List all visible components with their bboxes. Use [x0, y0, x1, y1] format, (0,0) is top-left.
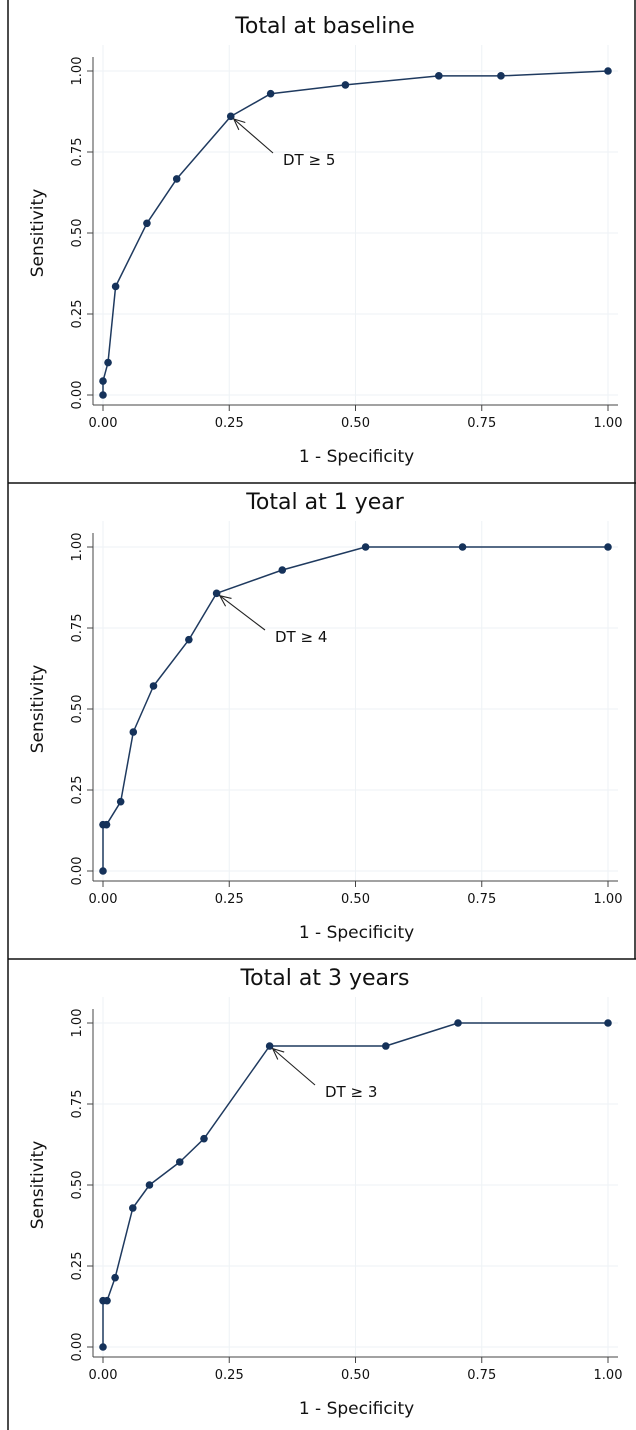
- annotation-arrowhead: [218, 594, 232, 607]
- y-tick-label: 0.25: [70, 1252, 85, 1281]
- x-tick-label: 0.50: [341, 892, 370, 907]
- y-tick-label: 0.00: [70, 1333, 85, 1362]
- x-tick-label: 0.00: [89, 416, 118, 431]
- y-tick-label: 0.00: [70, 381, 85, 410]
- data-point: [172, 175, 181, 183]
- data-point: [116, 797, 125, 806]
- data-point: [361, 543, 370, 551]
- data-point: [265, 1042, 274, 1050]
- data-point: [99, 1343, 107, 1351]
- data-point: [145, 1181, 154, 1189]
- data-point: [99, 377, 107, 385]
- y-tick-label: 1.00: [70, 533, 85, 562]
- data-point: [382, 1042, 390, 1050]
- data-point: [604, 1019, 612, 1027]
- chart-title: Total at 1 year: [245, 490, 405, 515]
- annotation-arrowhead: [232, 118, 246, 131]
- y-tick-label: 0.50: [70, 219, 85, 248]
- x-tick-label: 0.75: [467, 1368, 496, 1383]
- y-tick-label: 0.50: [70, 1171, 85, 1200]
- y-tick-label: 0.75: [70, 614, 85, 643]
- x-tick-label: 0.75: [467, 892, 496, 907]
- x-tick-label: 0.25: [215, 892, 244, 907]
- data-point: [102, 820, 111, 829]
- x-tick-label: 0.25: [215, 416, 244, 431]
- x-tick-label: 0.00: [89, 892, 118, 907]
- data-point: [104, 358, 112, 367]
- annotation-arrowhead: [271, 1047, 285, 1060]
- data-point: [103, 1296, 111, 1305]
- data-point: [604, 543, 612, 551]
- x-axis-label: 1 - Specificity: [299, 1399, 414, 1419]
- x-tick-label: 0.25: [215, 1368, 244, 1383]
- annotation-label: DT ≥ 4: [275, 628, 327, 646]
- data-point: [185, 635, 193, 644]
- plot-area: [91, 45, 618, 405]
- data-point: [266, 89, 275, 98]
- data-point: [175, 1158, 184, 1166]
- x-tick-label: 1.00: [594, 416, 623, 431]
- data-point: [497, 72, 505, 80]
- data-point: [226, 112, 235, 121]
- data-point: [111, 282, 120, 291]
- data-point: [111, 1273, 119, 1282]
- annotation-arrow: [219, 595, 266, 631]
- data-point: [604, 67, 612, 75]
- plot-area: [91, 521, 618, 881]
- roc-panel: Total at baseline 0.00 0.00 0.25 0.25 0.50 0.5…: [28, 14, 622, 467]
- y-tick-label: 0.25: [70, 776, 85, 805]
- data-point: [143, 219, 151, 228]
- x-tick-label: 0.00: [89, 1368, 118, 1383]
- y-axis-label: Sensitivity: [28, 1141, 48, 1230]
- data-point: [212, 589, 221, 598]
- y-axis-label: Sensitivity: [28, 665, 48, 754]
- annotation-label: DT ≥ 3: [325, 1083, 377, 1101]
- x-tick-label: 0.75: [467, 416, 496, 431]
- annotation-label: DT ≥ 5: [283, 151, 335, 169]
- y-tick-label: 1.00: [70, 1009, 85, 1038]
- y-tick-label: 0.75: [70, 138, 85, 167]
- data-point: [278, 566, 287, 574]
- data-point: [458, 543, 467, 551]
- data-point: [99, 391, 107, 399]
- chart-title: Total at baseline: [234, 14, 415, 39]
- x-axis-label: 1 - Specificity: [299, 447, 414, 467]
- x-axis-label: 1 - Specificity: [299, 923, 414, 943]
- data-point: [200, 1134, 208, 1143]
- y-axis-label: Sensitivity: [28, 189, 48, 278]
- data-point: [149, 682, 158, 690]
- roc-panel: Total at 1 year 0.00 0.00 0.25 0.25 0.50 0.50 0…: [28, 490, 622, 943]
- plot-area: [91, 997, 618, 1357]
- roc-panel: Total at 3 years 0.00 0.00 0.25 0.25 0.50 0.50…: [28, 966, 622, 1419]
- y-tick-label: 0.00: [70, 857, 85, 886]
- data-point: [454, 1019, 462, 1027]
- x-tick-label: 0.50: [341, 1368, 370, 1383]
- data-point: [435, 72, 443, 80]
- annotation-arrow: [272, 1048, 316, 1086]
- x-tick-label: 1.00: [594, 1368, 623, 1383]
- y-tick-label: 0.50: [70, 695, 85, 724]
- x-tick-label: 0.50: [341, 416, 370, 431]
- y-tick-label: 1.00: [70, 57, 85, 86]
- data-point: [128, 1204, 137, 1212]
- y-tick-label: 0.75: [70, 1090, 85, 1119]
- data-point: [129, 728, 138, 736]
- x-tick-label: 1.00: [594, 892, 623, 907]
- data-point: [99, 867, 107, 875]
- data-point: [341, 81, 350, 89]
- chart-title: Total at 3 years: [239, 966, 409, 991]
- annotation-arrow: [233, 118, 274, 154]
- y-tick-label: 0.25: [70, 300, 85, 329]
